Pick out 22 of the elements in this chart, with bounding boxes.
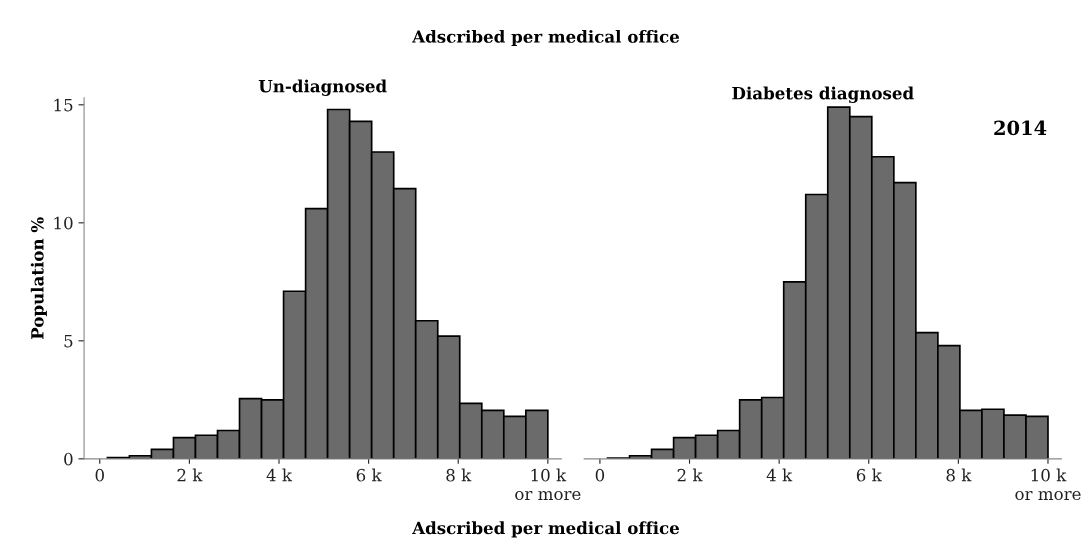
x-tick-label: 0 [595, 468, 605, 482]
y-tick-label: 10 [54, 216, 73, 230]
x-tick-label: 8 k [446, 468, 472, 482]
x-tick-label: 6 k [356, 468, 382, 482]
x-tick-label: 8 k [946, 468, 972, 482]
x-tick-label: 0 [95, 468, 104, 482]
chart-subtitle: Un-diagnosed [258, 79, 387, 96]
chart-subtitle: Diabetes diagnosed [732, 86, 914, 103]
x-tick-label: 2 k [677, 468, 703, 482]
x-tick-label: 10 k or more [515, 468, 581, 501]
x-tick-label: 6 k [856, 468, 882, 482]
y-tick-label: 5 [64, 335, 73, 348]
x-tick-label: 4 k [766, 468, 793, 482]
annotation: 2014 [994, 120, 1047, 136]
chart-title: Adscribed per medical office [412, 29, 680, 47]
x-tick-label: 2 k [177, 468, 203, 482]
y-tick-label: 15 [54, 98, 73, 112]
x-axis-title: Adscribed per medical office [412, 521, 680, 538]
x-tick-label: 4 k [266, 468, 293, 482]
x-tick-label: 10 k or more [1015, 468, 1081, 501]
y-tick-label: 0 [64, 452, 73, 466]
y-axis-title: Population % [30, 217, 47, 340]
